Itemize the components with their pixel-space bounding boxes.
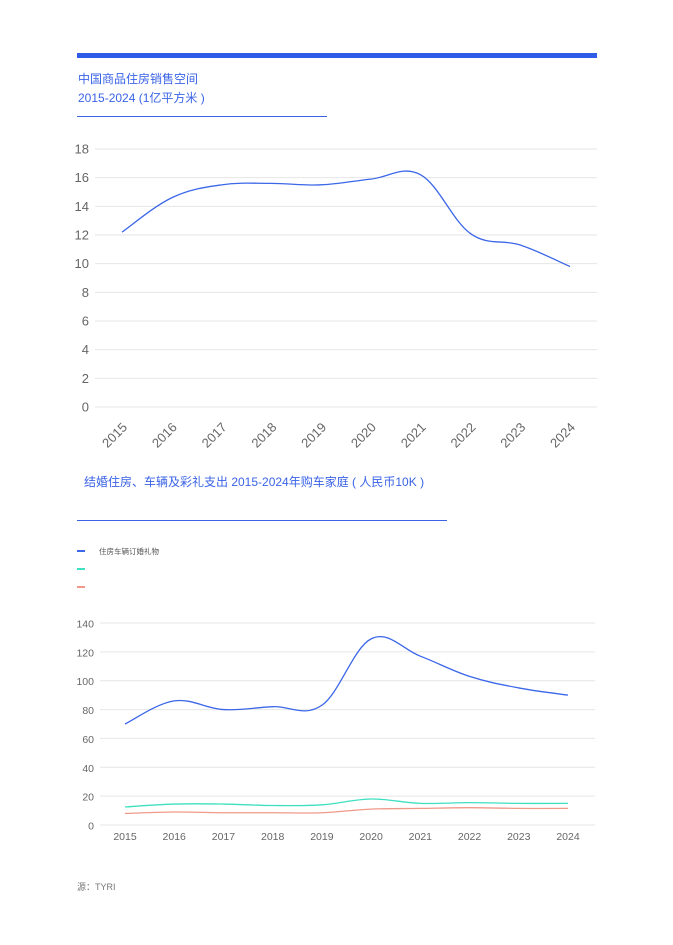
chart2-title: 结婚住房、车辆及彩礼支出 2015-2024年购车家庭 ( 人民币10K ): [84, 475, 425, 489]
chart1-title-line1: 中国商品住房销售空间: [78, 72, 199, 86]
x-tick-label: 2016: [163, 831, 187, 843]
y-tick-label: 40: [82, 763, 94, 775]
y-tick-label: 6: [82, 314, 89, 329]
y-tick-label: 0: [88, 821, 94, 833]
series-line[interactable]: [124, 798, 569, 808]
y-tick-label: 12: [75, 228, 89, 243]
y-tick-label: 14: [75, 199, 89, 214]
y-tick-label: 120: [76, 647, 94, 659]
legend-label: 住房车辆订婚礼物: [99, 546, 159, 556]
x-tick-label: 2023: [507, 831, 531, 843]
y-tick-label: 8: [82, 285, 89, 300]
y-tick-label: 60: [82, 734, 94, 746]
chart1-title-line2: 2015-2024 (1亿平方米 ): [78, 91, 205, 105]
x-tick-label: 2022: [458, 831, 482, 843]
series-line[interactable]: [124, 807, 569, 815]
series-line[interactable]: [124, 636, 569, 725]
y-tick-label: 20: [82, 792, 94, 804]
y-tick-label: 100: [76, 676, 94, 688]
chart1-title: 中国商品住房销售空间 2015-2024 (1亿平方米 ): [78, 70, 205, 108]
chart2-legend: 住房车辆订婚礼物: [77, 542, 159, 596]
x-tick-label: 2020: [359, 831, 383, 843]
x-tick-label: 2017: [212, 831, 236, 843]
legend-item-vehicle[interactable]: [77, 560, 159, 578]
legend-item-gift[interactable]: [77, 578, 159, 596]
top-accent-bar: [77, 53, 597, 58]
y-tick-label: 4: [82, 342, 89, 357]
y-tick-label: 18: [75, 142, 89, 157]
legend-swatch-salmon: [77, 586, 85, 588]
x-tick-label: 2019: [310, 831, 334, 843]
y-tick-label: 2: [82, 371, 89, 386]
chart2-title-rule: [77, 520, 447, 521]
y-tick-label: 80: [82, 705, 94, 717]
y-tick-label: 16: [75, 170, 89, 185]
source-note: 源：TYRI: [77, 882, 116, 892]
x-tick-label: 2024: [556, 831, 580, 843]
legend-swatch-blue: [77, 550, 85, 552]
y-tick-label: 10: [75, 256, 89, 271]
y-tick-label: 140: [76, 619, 94, 631]
x-tick-label: 2021: [409, 831, 433, 843]
series-line[interactable]: [121, 170, 571, 268]
y-tick-label: 0: [82, 400, 89, 415]
chart1-title-rule: [77, 116, 327, 117]
legend-swatch-teal: [77, 568, 85, 570]
x-tick-label: 2015: [113, 831, 137, 843]
legend-item-housing[interactable]: 住房车辆订婚礼物: [77, 542, 159, 560]
x-tick-label: 2018: [261, 831, 285, 843]
